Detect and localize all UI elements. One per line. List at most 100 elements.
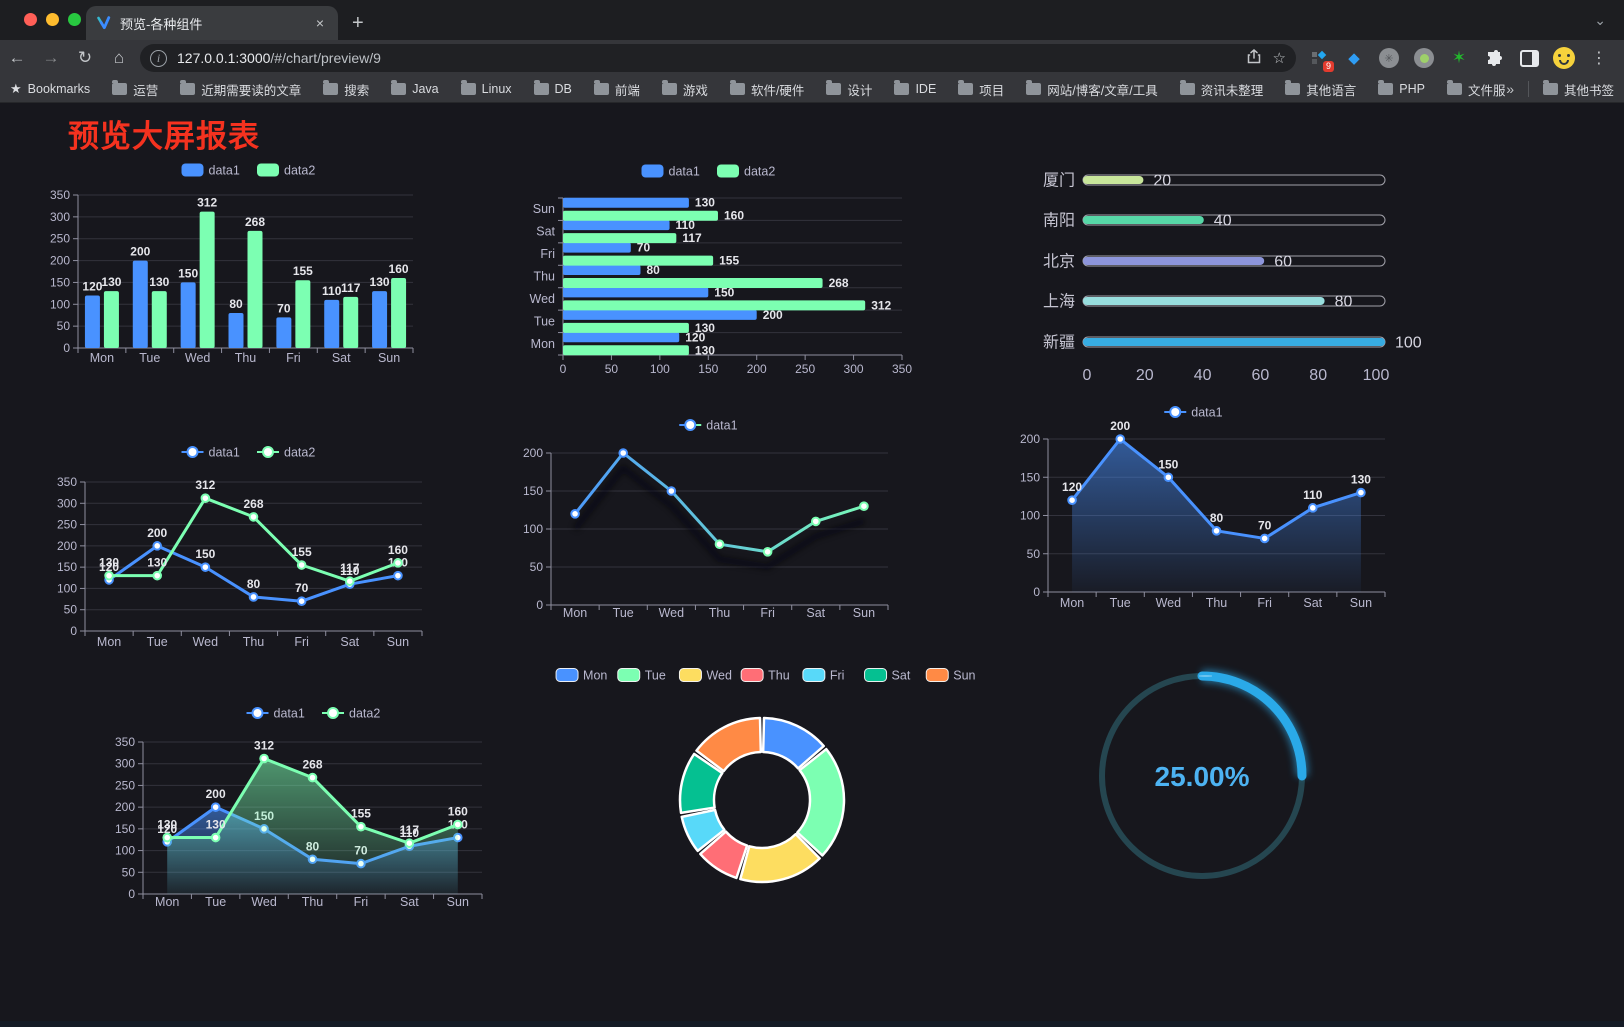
svg-text:110: 110 [400,826,420,840]
bookmark-label: 运营 [133,83,159,98]
bookmark-item[interactable]: 资讯未整理 [1179,80,1263,99]
chevron-down-icon[interactable]: ⌄ [1594,12,1606,28]
svg-text:80: 80 [646,263,660,277]
svg-text:Sun: Sun [447,895,469,909]
bookmark-item[interactable]: 其他语言 [1285,80,1356,99]
svg-text:200: 200 [50,254,70,268]
svg-text:70: 70 [637,241,651,255]
bookmark-item[interactable]: 游戏 [661,80,708,99]
svg-text:150: 150 [178,266,198,280]
svg-text:312: 312 [254,739,274,753]
bookmark-item[interactable]: 搜索 [323,80,369,99]
side-panel-icon[interactable] [1518,47,1540,69]
svg-text:Fri: Fri [830,669,845,683]
bookmark-item[interactable]: 运营 [112,80,158,99]
back-button[interactable]: ← [8,48,26,67]
bookmark-item[interactable]: 设计 [826,80,872,99]
site-info-icon[interactable]: i [150,49,167,67]
grid-badge-extension-icon[interactable]: 9 [1308,47,1334,72]
bookmark-item[interactable]: 近期需要读的文章 [180,80,301,99]
svg-text:150: 150 [523,484,543,498]
svg-text:155: 155 [719,254,739,268]
chart-svg-area-single: data1 0 50 100 150 200 Mon Tue Wed Thu Fri Sat Sun 12… [1020,406,1386,610]
svg-text:Wed: Wed [185,351,211,365]
svg-text:130: 130 [101,275,121,289]
forward-button[interactable]: → [42,48,60,67]
green-star-extension-icon[interactable]: ✶ [1451,48,1467,67]
svg-text:312: 312 [197,196,217,210]
bookmarks-manager[interactable]: ★ Bookmarks [10,81,90,97]
svg-text:北京: 北京 [1043,253,1075,271]
bookmark-label: 其他语言 [1306,83,1357,98]
bookmarks-overflow-button[interactable]: » [1506,81,1514,97]
svg-text:data2: data2 [349,707,380,721]
profile-avatar[interactable] [1553,47,1575,69]
gray-circle-extension-icon[interactable]: ✳ [1378,47,1400,69]
browser-tab[interactable]: 预览-各种组件 × [86,6,338,40]
url-bar[interactable]: i 127.0.0.1:3000/#/chart/preview/9 ☆ [140,44,1296,72]
svg-text:120: 120 [82,280,102,294]
gem-extension-icon[interactable]: ◆ [1348,50,1360,67]
svg-text:Tue: Tue [645,669,666,683]
extensions-puzzle-icon[interactable] [1483,47,1505,69]
svg-text:150: 150 [1020,470,1040,484]
bookmark-items: 运营 近期需要读的文章 搜索 Java Linux DB 前端 游戏 软件/硬件 设计 IDE 项目 网… [112,80,1506,99]
svg-text:Fri: Fri [354,895,369,909]
svg-text:130: 130 [695,321,715,335]
tab-close-icon[interactable]: × [315,15,324,31]
menu-icon[interactable]: ⋮ [1591,50,1607,67]
svg-text:120: 120 [685,330,705,344]
url-path: /#/chart/preview/9 [270,50,381,66]
svg-text:新疆: 新疆 [1043,334,1075,352]
folder-icon [661,80,677,95]
svg-text:data2: data2 [284,164,315,178]
chart-area-single: data1 0 50 100 150 200 Mon Tue Wed Thu Fri Sat Sun 12… [975,398,1415,622]
reload-button[interactable]: ↻ [77,48,93,67]
svg-text:300: 300 [57,496,77,510]
svg-text:50: 50 [57,319,71,333]
bookmarks-label: Bookmarks [27,82,91,96]
svg-text:160: 160 [724,209,744,223]
bookmark-item[interactable]: 项目 [958,80,1004,99]
close-window-button[interactable] [24,13,37,26]
svg-text:110: 110 [340,564,360,578]
chart-svg-line-dual: data1 data2 0 50 100 150 200 250 300 350 Mon Tue Wed… [57,446,423,649]
bookmark-star-icon[interactable]: ☆ [1272,50,1286,67]
bookmark-item[interactable]: 网站/博客/文章/工具 [1026,80,1158,99]
svg-text:Mon: Mon [90,351,114,365]
svg-text:200: 200 [747,362,767,376]
svg-text:300: 300 [115,757,135,771]
share-icon[interactable] [1247,48,1261,68]
bookmark-item[interactable]: 文件服务器 [1446,80,1506,99]
bookmark-item[interactable]: Linux [460,80,512,96]
favicon-icon [97,16,111,29]
new-tab-button[interactable]: + [352,12,364,34]
bookmark-item[interactable]: PHP [1378,80,1425,96]
chart-svg-bar-horizontal: data1 data2 0 50 100 150 200 250 300 350 Sun Sat Fri… [530,164,912,376]
bookmark-item[interactable]: IDE [894,80,936,96]
bookmark-item[interactable]: 软件/硬件 [729,80,804,99]
bookmark-label: 近期需要读的文章 [201,83,302,98]
svg-text:data1: data1 [209,446,240,460]
svg-text:110: 110 [1303,488,1323,502]
fullscreen-window-button[interactable] [68,13,81,26]
green-dot-extension-icon[interactable] [1413,47,1435,69]
svg-text:Mon: Mon [583,669,607,683]
bookmark-item[interactable]: 前端 [593,80,640,99]
svg-text:100: 100 [1395,335,1422,352]
svg-text:100: 100 [115,844,135,858]
svg-text:100: 100 [1363,367,1390,384]
svg-text:Wed: Wed [706,669,732,683]
svg-text:150: 150 [57,560,77,574]
bookmark-item[interactable]: DB [533,80,572,96]
svg-text:130: 130 [695,196,715,210]
bookmark-item[interactable]: Java [391,80,439,96]
minimize-window-button[interactable] [46,13,59,26]
chart-gauge: 25.00% [1080,655,1330,900]
svg-text:110: 110 [322,284,342,298]
other-bookmarks-folder[interactable]: 其他书签 [1542,80,1614,99]
svg-text:南阳: 南阳 [1043,212,1075,230]
svg-text:Fri: Fri [540,247,555,261]
home-button[interactable]: ⌂ [113,48,125,67]
svg-text:150: 150 [1158,457,1178,471]
